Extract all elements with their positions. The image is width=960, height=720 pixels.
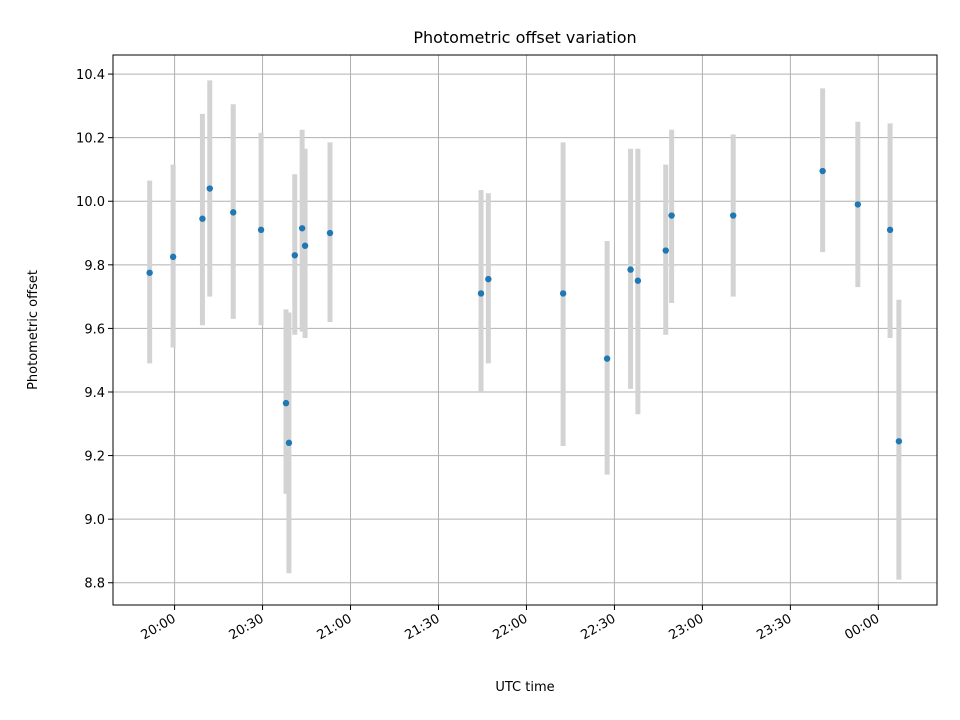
y-tick-label: 10.4 — [76, 68, 105, 83]
y-axis-label: Photometric offset — [26, 270, 41, 390]
data-point — [886, 226, 894, 234]
data-point — [485, 275, 492, 283]
data-point — [819, 167, 826, 175]
data-point — [282, 399, 290, 407]
y-tick-label: 9.8 — [84, 259, 105, 274]
data-point — [206, 185, 213, 192]
data-point — [301, 242, 309, 249]
y-tick-label: 8.8 — [84, 577, 105, 592]
y-tick-label: 10.0 — [76, 195, 105, 210]
data-point — [257, 226, 265, 234]
x-axis-label: UTC time — [495, 680, 554, 695]
data-point — [668, 212, 675, 219]
plot-frame — [112, 54, 938, 606]
data-point — [854, 201, 862, 208]
y-tick-label: 9.2 — [84, 450, 105, 465]
y-tick-label: 10.2 — [76, 132, 105, 147]
y-tick-label: 9.0 — [84, 513, 105, 528]
data-points — [146, 167, 903, 447]
data-point — [559, 290, 567, 297]
y-tick-label: 9.4 — [84, 386, 105, 401]
data-point — [627, 266, 634, 273]
data-point — [603, 355, 611, 362]
data-point — [291, 252, 299, 259]
data-point — [326, 229, 334, 237]
data-point — [285, 439, 293, 447]
chart-title: Photometric offset variation — [413, 28, 636, 47]
y-tick-label: 9.6 — [84, 322, 105, 337]
data-point — [169, 253, 177, 261]
data-point — [662, 247, 669, 254]
data-point — [146, 269, 153, 276]
data-point — [895, 438, 903, 445]
data-point — [298, 225, 306, 232]
data-point — [634, 277, 642, 284]
data-point — [199, 215, 206, 222]
data-point — [477, 290, 485, 297]
y-axis-ticks: 8.8 9.0 9.2 9.4 9.6 9.8 10.0 10.2 10.4 — [76, 68, 113, 592]
data-point — [230, 209, 237, 216]
data-point — [729, 212, 737, 219]
